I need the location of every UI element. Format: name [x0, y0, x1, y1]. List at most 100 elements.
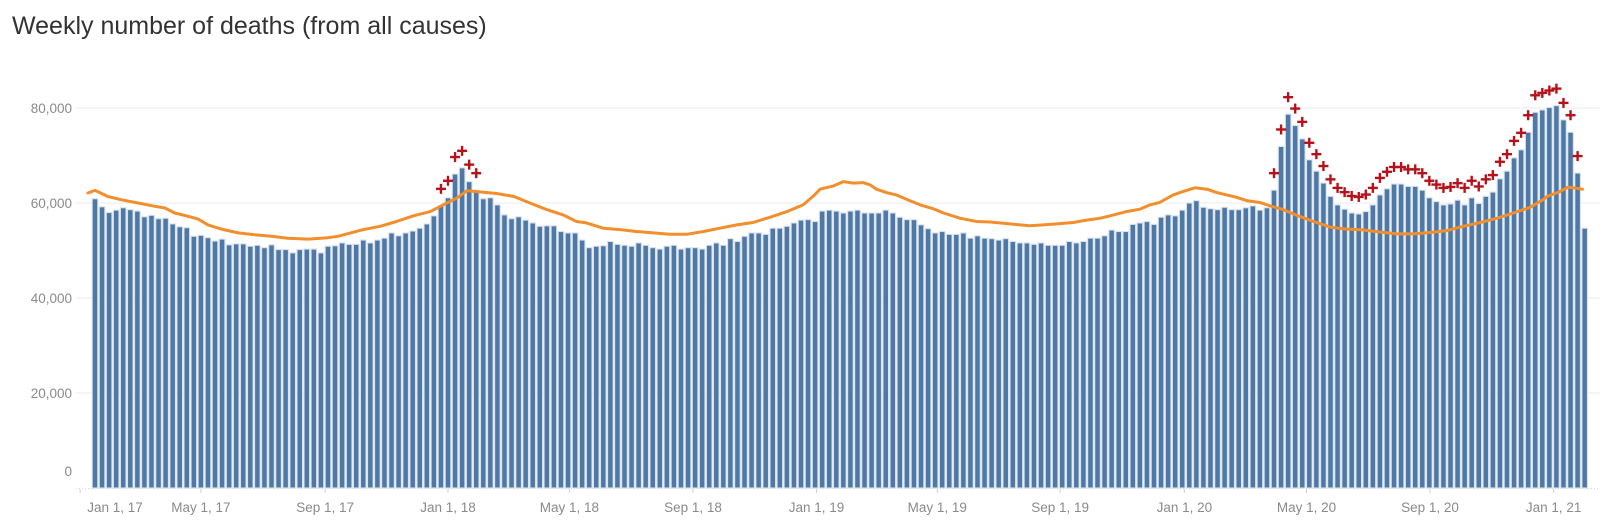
bar-week-119 — [931, 232, 939, 489]
bar-week-55 — [479, 198, 487, 489]
excess-plus-marker — [1473, 181, 1484, 192]
excess-plus-marker — [1502, 149, 1512, 160]
bar-week-74 — [614, 243, 621, 489]
bar-week-7 — [141, 216, 148, 489]
bar-week-132 — [1023, 242, 1031, 489]
bar-week-19 — [225, 244, 233, 489]
bar-week-21 — [239, 243, 247, 489]
bar-week-85 — [691, 247, 699, 489]
bar-week-174 — [1320, 182, 1327, 489]
y-axis: 0 20,000 40,000 60,000 80,000 — [31, 101, 72, 479]
bar-week-157 — [1200, 206, 1207, 489]
bar-week-10 — [162, 217, 169, 489]
bar-week-57 — [494, 204, 501, 489]
bar-week-195 — [1468, 197, 1476, 489]
bar-week-170 — [1291, 125, 1299, 489]
bar-week-89 — [719, 244, 727, 489]
bar-week-143 — [1101, 235, 1108, 489]
excess-plus-marker — [1353, 191, 1364, 202]
bar-week-204 — [1531, 111, 1539, 489]
bar-week-136 — [1051, 244, 1059, 489]
bar-week-28 — [289, 252, 297, 489]
bar-week-208 — [1560, 119, 1567, 489]
bar-week-181 — [1369, 204, 1377, 489]
bar-week-107 — [847, 210, 854, 489]
bar-week-39 — [366, 242, 374, 489]
bar-week-104 — [825, 209, 833, 489]
x-tick-label: May 1, 17 — [171, 500, 230, 515]
bar-week-47 — [423, 223, 431, 489]
bar-week-163 — [1242, 207, 1250, 489]
bar-week-93 — [748, 232, 755, 489]
bar-week-37 — [352, 243, 360, 489]
bar-week-58 — [501, 214, 508, 489]
x-tick-label: Jan 1, 21 — [1526, 500, 1582, 515]
excess-plus-marker — [1487, 170, 1498, 181]
expected-line-layer — [86, 180, 1584, 241]
x-tick-label: May 1, 18 — [540, 500, 599, 515]
bar-week-122 — [952, 233, 960, 489]
bar-week-144 — [1108, 229, 1115, 489]
excess-plus-marker — [1551, 83, 1562, 94]
bar-week-98 — [783, 225, 791, 489]
bar-week-193 — [1454, 199, 1461, 489]
bar-week-69 — [578, 239, 586, 489]
bar-week-63 — [536, 225, 544, 489]
bar-week-91 — [734, 240, 741, 489]
bar-week-4 — [119, 207, 127, 489]
bar-week-16 — [204, 237, 212, 489]
x-tick-label: Jan 1, 20 — [1157, 500, 1213, 515]
bar-week-109 — [861, 212, 868, 489]
bar-week-31 — [310, 248, 318, 489]
bar-week-26 — [275, 249, 282, 489]
bar-week-129 — [1002, 238, 1010, 489]
bar-week-123 — [960, 232, 967, 489]
bar-week-185 — [1397, 183, 1405, 489]
bar-week-177 — [1341, 208, 1348, 489]
bar-week-87 — [705, 244, 713, 489]
excess-plus-marker — [1480, 174, 1491, 185]
bar-week-88 — [712, 242, 720, 489]
bar-week-160 — [1221, 206, 1228, 489]
bar-week-97 — [776, 227, 784, 489]
excess-plus-marker — [1332, 182, 1343, 193]
bar-week-139 — [1072, 242, 1080, 489]
bar-week-42 — [388, 232, 395, 489]
bar-week-78 — [642, 244, 650, 489]
bar-week-175 — [1327, 195, 1334, 489]
bar-week-127 — [988, 238, 995, 489]
excess-plus-marker — [1360, 189, 1371, 200]
bar-week-30 — [303, 248, 311, 489]
excess-plus-marker — [457, 145, 468, 156]
excess-plus-marker — [1516, 127, 1527, 138]
bar-week-111 — [875, 212, 883, 489]
bar-week-173 — [1313, 170, 1320, 489]
excess-plus-marker — [435, 183, 446, 194]
bar-week-11 — [169, 223, 177, 489]
bar-week-24 — [261, 247, 268, 489]
x-tick-label: Jan 1, 18 — [420, 500, 476, 515]
bar-week-113 — [889, 212, 897, 489]
bar-week-15 — [197, 234, 205, 489]
excess-plus-marker — [1537, 87, 1548, 98]
bar-week-53 — [465, 181, 473, 489]
bar-week-112 — [882, 209, 890, 489]
x-tick-label: Sep 1, 17 — [296, 500, 354, 515]
bar-week-6 — [134, 210, 141, 489]
bar-week-192 — [1447, 203, 1454, 489]
bar-week-118 — [924, 228, 932, 489]
bar-week-96 — [769, 227, 777, 489]
bar-week-158 — [1207, 208, 1214, 489]
excess-plus-marker — [1276, 124, 1287, 135]
expected-deaths-line — [86, 180, 1584, 241]
bar-week-9 — [155, 218, 162, 489]
excess-plus-marker — [1530, 90, 1541, 101]
bar-week-66 — [557, 230, 565, 489]
bar-week-105 — [832, 210, 840, 489]
bar-week-156 — [1193, 200, 1200, 489]
bar-week-12 — [176, 226, 184, 489]
bar-week-99 — [790, 222, 798, 489]
bar-week-14 — [190, 235, 198, 489]
bar-week-150 — [1150, 223, 1158, 489]
bar-week-182 — [1376, 194, 1384, 489]
